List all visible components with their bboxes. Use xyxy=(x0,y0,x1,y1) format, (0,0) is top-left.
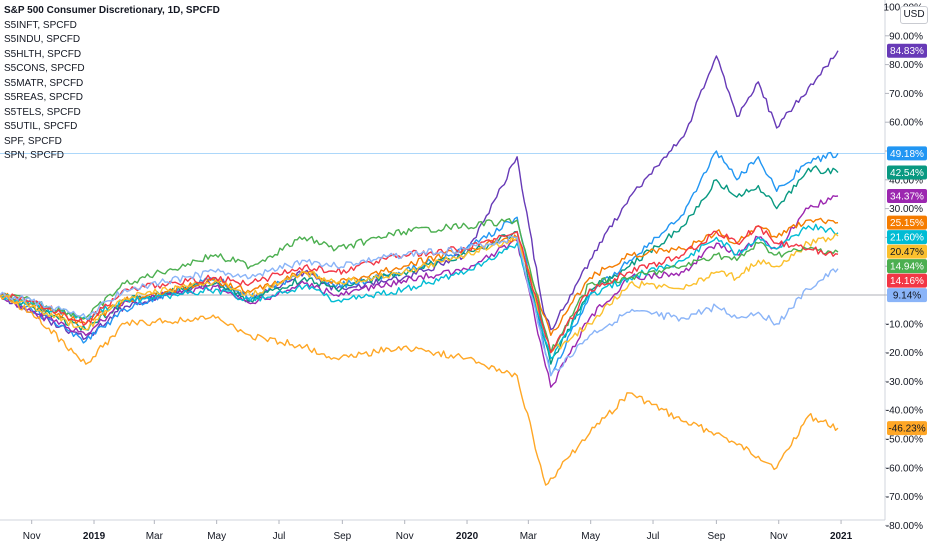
last-value-label: 84.83% xyxy=(890,46,924,57)
last-value-label: 14.16% xyxy=(890,276,924,287)
currency-button[interactable]: USD xyxy=(900,6,928,24)
legend-entry[interactable]: S5UTIL, SPCFD xyxy=(4,121,78,132)
y-tick-label: -30.00% xyxy=(886,377,923,388)
legend-entry[interactable]: S&P 500 Consumer Discretionary, 1D, SPCF… xyxy=(4,5,220,16)
last-value-label: 42.54% xyxy=(890,168,924,179)
legend-entry[interactable]: S5INDU, SPCFD xyxy=(4,34,81,45)
last-value-label: 49.18% xyxy=(890,149,924,160)
last-value-label: 20.47% xyxy=(890,247,924,258)
last-value-tag xyxy=(887,259,927,274)
y-tick-label: -70.00% xyxy=(886,492,923,503)
series-line xyxy=(0,232,839,354)
legend-entry[interactable]: S5HLTH, SPCFD xyxy=(4,48,82,60)
last-value-tag xyxy=(887,230,927,245)
x-tick-label: 2020 xyxy=(456,531,479,542)
x-tick-label: Nov xyxy=(23,531,41,542)
x-tick-label: Mar xyxy=(146,531,164,542)
last-value-tag xyxy=(887,146,927,161)
x-tick-label: 2021 xyxy=(830,531,853,542)
last-value-tag xyxy=(887,189,927,204)
x-tick-label: Jul xyxy=(647,531,660,542)
x-tick-label: Jul xyxy=(273,531,286,542)
y-tick-label: -50.00% xyxy=(886,435,923,446)
x-axis: Nov 2019 Mar May Jul Sep Nov 2020 Mar May Jul Sep No… xyxy=(23,520,853,542)
series-line xyxy=(0,223,839,360)
y-tick-label: 30.00% xyxy=(889,204,923,215)
last-value-tag xyxy=(887,273,927,288)
last-value-label: 14.94% xyxy=(890,262,924,273)
y-tick-label: 60.00% xyxy=(889,118,923,129)
y-tick-label: -20.00% xyxy=(886,348,923,359)
legend-entry[interactable]: S5TELS, SPCFD xyxy=(4,106,81,118)
last-value-tag xyxy=(887,288,927,303)
series-line xyxy=(0,165,839,365)
legend-entry[interactable]: S5CONS, SPCFD xyxy=(4,63,85,74)
legend-entry[interactable]: S5REAS, SPCFD xyxy=(4,92,83,103)
legend-entry[interactable]: SPN, SPCFD xyxy=(4,150,65,161)
last-value-tag xyxy=(887,215,927,230)
last-value-tag xyxy=(887,421,927,436)
y-tick-label: 80.00% xyxy=(889,60,923,71)
series-line xyxy=(0,195,839,388)
series-line xyxy=(0,235,839,377)
last-value-label: 34.37% xyxy=(890,192,924,203)
x-tick-label: 2019 xyxy=(83,531,106,542)
last-value-tags: 84.83% 49.18% 42.54% 34.37% 25.15% 21.60% 20.4… xyxy=(887,43,927,436)
last-value-label: 25.15% xyxy=(890,218,924,229)
last-value-label: 9.14% xyxy=(893,291,921,302)
last-value-tag xyxy=(887,244,927,259)
last-value-label: 21.60% xyxy=(890,233,924,244)
x-tick-label: May xyxy=(581,531,600,542)
x-tick-label: May xyxy=(207,531,226,542)
x-tick-label: Sep xyxy=(333,531,351,542)
last-value-tag xyxy=(887,165,927,180)
legend-entry[interactable]: SPF, SPCFD xyxy=(4,135,62,147)
y-tick-label: -60.00% xyxy=(886,463,923,474)
x-tick-label: Mar xyxy=(520,531,538,542)
y-tick-label: 40.00% xyxy=(889,175,923,186)
legend-entry[interactable]: S5INFT, SPCFD xyxy=(4,19,77,31)
y-tick-label: -10.00% xyxy=(886,319,923,330)
series-line xyxy=(0,218,839,354)
y-tick-label: -40.00% xyxy=(886,406,923,417)
legend: S&P 500 Consumer Discretionary, 1D, SPCF… xyxy=(4,4,220,164)
x-tick-label: Nov xyxy=(396,531,414,542)
y-tick-label: 90.00% xyxy=(889,31,923,42)
x-tick-label: Sep xyxy=(707,531,725,542)
series-line xyxy=(0,294,839,486)
last-value-tag xyxy=(887,43,927,58)
series-layer xyxy=(0,50,839,486)
x-tick-label: Nov xyxy=(770,531,788,542)
legend-entry[interactable]: S5MATR, SPCFD xyxy=(4,77,84,89)
y-tick-label: 70.00% xyxy=(889,89,923,100)
y-tick-label: -80.00% xyxy=(886,521,923,532)
last-value-label: -46.23% xyxy=(888,424,925,435)
